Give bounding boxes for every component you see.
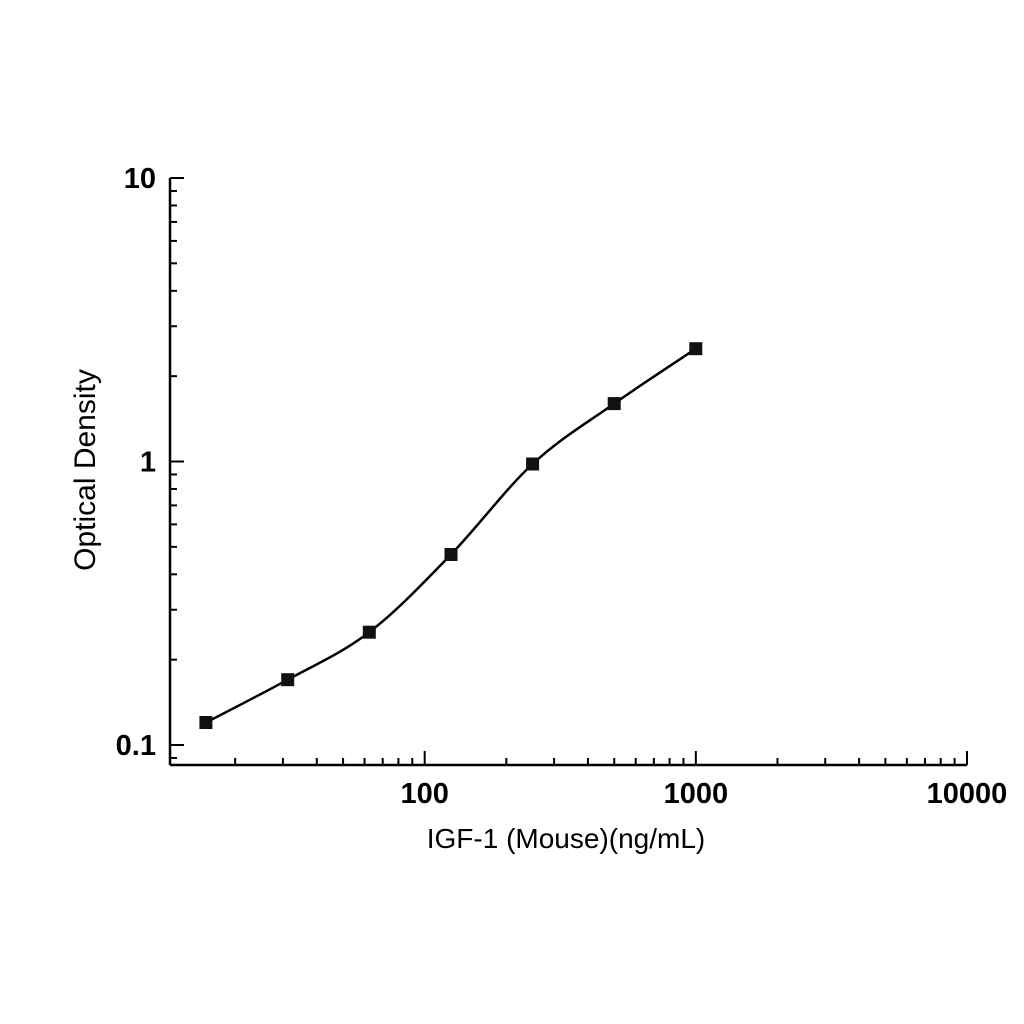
x-axis-title: IGF-1 (Mouse)(ng/mL) [427,823,706,854]
y-axis-title: Optical Density [69,369,102,571]
y-tick-label: 10 [124,163,156,195]
fit-curve [204,347,698,724]
y-tick-label: 0.1 [116,730,156,762]
data-point-marker [281,673,295,687]
data-point-marker [444,548,458,561]
x-tick-label: 100 [400,778,448,810]
plot-area: 100 1000 10000 0.1 1 10 [116,163,1008,810]
x-tick-label: 10000 [927,778,1008,810]
data-point-marker [526,457,540,471]
data-point-marker [689,342,703,356]
data-point-marker [199,716,213,729]
y-tick-label: 1 [140,446,156,478]
data-point-marker [607,397,621,411]
x-tick-label: 1000 [664,778,729,810]
data-point-marker [362,625,376,639]
